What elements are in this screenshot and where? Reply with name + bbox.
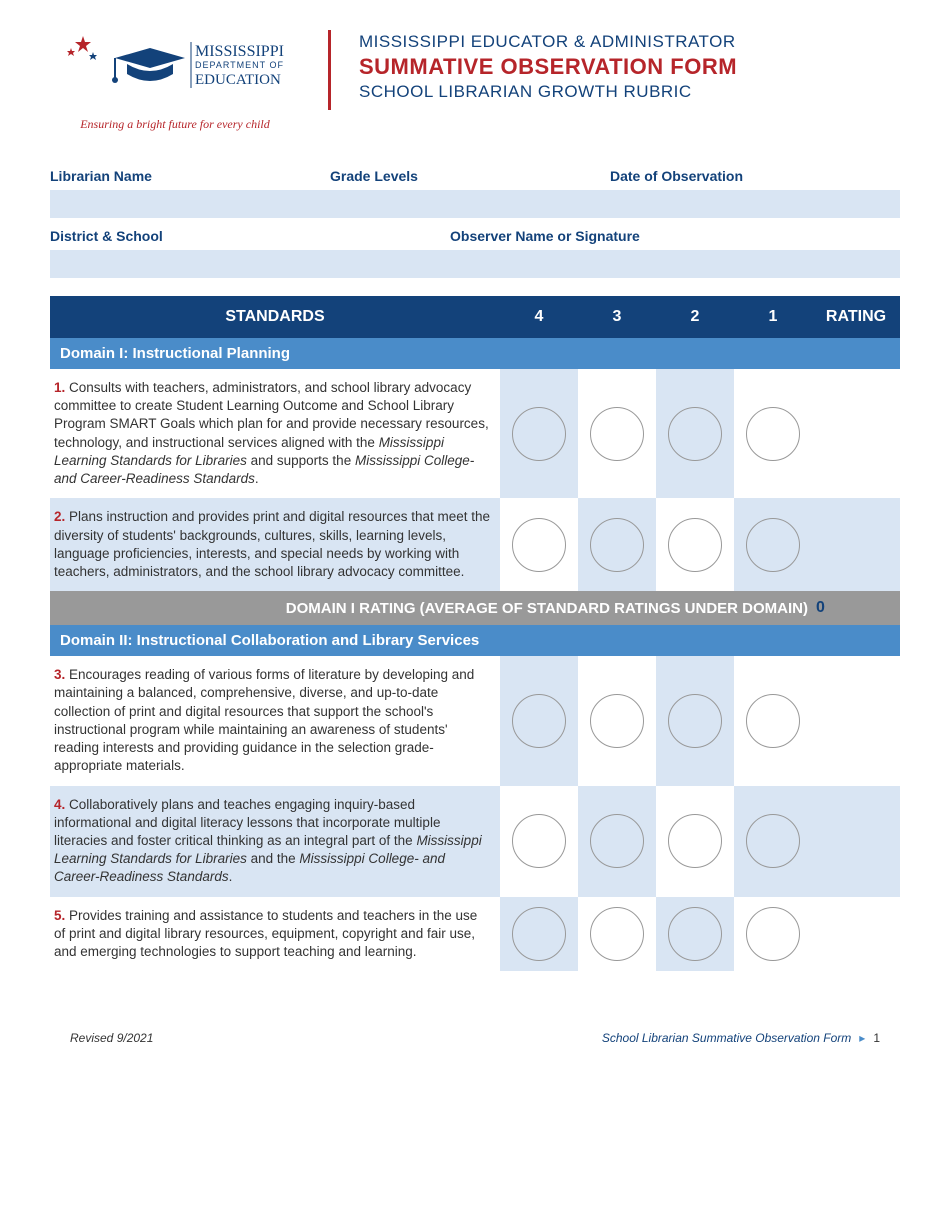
standard-text: 4. Collaboratively plans and teaches eng… [50,786,500,897]
standard-row: 3. Encourages reading of various forms o… [50,656,900,785]
rating-cell [500,897,578,972]
footer-page-number: 1 [873,1031,880,1045]
rating-circle-1[interactable] [746,907,800,961]
standard-row: 5. Provides training and assistance to s… [50,897,900,972]
footer-doc-title: School Librarian Summative Observation F… [602,1031,851,1045]
rating-circle-2[interactable] [668,814,722,868]
rating-circle-4[interactable] [512,694,566,748]
label-observer-name: Observer Name or Signature [450,222,900,250]
rating-circle-2[interactable] [668,518,722,572]
rating-circle-3[interactable] [590,694,644,748]
rating-cell [734,897,812,972]
domain-rating-label: DOMAIN I RATING (AVERAGE OF STANDARD RAT… [56,600,816,617]
rating-circle-4[interactable] [512,518,566,572]
domain-rating-value: 0 [816,599,894,617]
input-grade-levels[interactable] [330,190,610,218]
rating-cell [578,786,656,897]
rating-circle-1[interactable] [746,814,800,868]
rating-cell [734,656,812,785]
rating-circle-1[interactable] [746,407,800,461]
title-line-1: MISSISSIPPI EDUCATOR & ADMINISTRATOR [359,32,900,52]
standard-text: 2. Plans instruction and provides print … [50,498,500,591]
th-3: 3 [578,308,656,326]
rating-circle-3[interactable] [590,907,644,961]
standard-rating-value [812,369,900,498]
domain-header: Domain II: Instructional Collaboration a… [50,625,900,656]
th-4: 4 [500,308,578,326]
input-librarian-name[interactable] [50,190,330,218]
rating-circle-3[interactable] [590,407,644,461]
page-footer: Revised 9/2021 School Librarian Summativ… [50,1031,900,1045]
header-divider [328,30,331,110]
title-line-3: SCHOOL LIBRARIAN GROWTH RUBRIC [359,82,900,102]
standard-rating-value [812,498,900,591]
standard-text: 1. Consults with teachers, administrator… [50,369,500,498]
rating-cell [500,369,578,498]
title-line-2: SUMMATIVE OBSERVATION FORM [359,54,900,80]
rating-cell [500,786,578,897]
rating-cell [500,498,578,591]
domain-header: Domain I: Instructional Planning [50,338,900,369]
rating-cell [656,897,734,972]
mde-logo-icon: MISSISSIPPI DEPARTMENT OF EDUCATION [65,30,285,110]
rating-cell [734,498,812,591]
info-fields: Librarian Name Grade Levels Date of Obse… [50,162,900,278]
rating-cell [578,897,656,972]
label-district-school: District & School [50,222,450,250]
standards-table-header: STANDARDS 4 3 2 1 RATING [50,296,900,338]
page-header: MISSISSIPPI DEPARTMENT OF EDUCATION Ensu… [50,30,900,132]
rating-cell [656,656,734,785]
rating-cell [656,498,734,591]
footer-revised: Revised 9/2021 [70,1031,153,1045]
rating-cell [578,498,656,591]
logo-tagline: Ensuring a bright future for every child [50,117,300,132]
label-grade-levels: Grade Levels [330,162,610,190]
standard-row: 1. Consults with teachers, administrator… [50,369,900,498]
standard-rating-value [812,656,900,785]
input-observer-name[interactable] [450,250,900,278]
rating-cell [734,786,812,897]
rating-circle-3[interactable] [590,814,644,868]
logo-text-bot: EDUCATION [195,72,281,88]
standard-rating-value [812,786,900,897]
label-librarian-name: Librarian Name [50,162,330,190]
logo-text-mid: DEPARTMENT OF [195,60,284,70]
rating-cell [656,786,734,897]
footer-caret-icon: ▸ [859,1031,865,1045]
input-district-school[interactable] [50,250,450,278]
label-date-observation: Date of Observation [610,162,900,190]
title-block: MISSISSIPPI EDUCATOR & ADMINISTRATOR SUM… [359,30,900,102]
domain-rating-bar: DOMAIN I RATING (AVERAGE OF STANDARD RAT… [50,591,900,625]
standard-row: 4. Collaboratively plans and teaches eng… [50,786,900,897]
standard-text: 3. Encourages reading of various forms o… [50,656,500,785]
standard-rating-value [812,897,900,972]
rating-circle-3[interactable] [590,518,644,572]
rating-circle-4[interactable] [512,407,566,461]
rating-circle-1[interactable] [746,694,800,748]
rating-cell [578,369,656,498]
rating-circle-4[interactable] [512,907,566,961]
th-2: 2 [656,308,734,326]
rating-cell [500,656,578,785]
rating-cell [656,369,734,498]
th-rating: RATING [812,308,900,326]
rating-cell [578,656,656,785]
rating-circle-2[interactable] [668,907,722,961]
rating-circle-2[interactable] [668,407,722,461]
rating-circle-4[interactable] [512,814,566,868]
rating-cell [734,369,812,498]
logo-block: MISSISSIPPI DEPARTMENT OF EDUCATION Ensu… [50,30,300,132]
logo-text-top: MISSISSIPPI [195,43,284,60]
th-1: 1 [734,308,812,326]
rating-circle-1[interactable] [746,518,800,572]
th-standards: STANDARDS [50,308,500,326]
standard-text: 5. Provides training and assistance to s… [50,897,500,972]
input-date-observation[interactable] [610,190,900,218]
rating-circle-2[interactable] [668,694,722,748]
standard-row: 2. Plans instruction and provides print … [50,498,900,591]
